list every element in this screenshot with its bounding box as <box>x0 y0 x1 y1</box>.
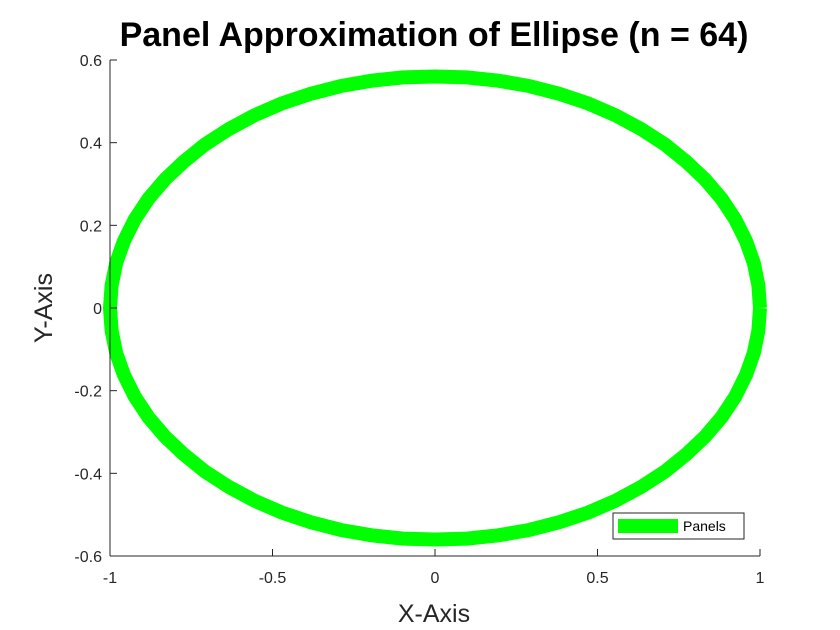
tick-labels: -1 -0.5 0 0.5 1 -0.6 -0.4 -0.2 0 0.2 0.4 0.6 <box>74 53 764 587</box>
y-tick-label: -0.6 <box>74 549 102 566</box>
y-tick-label: 0.2 <box>80 218 102 235</box>
y-tick-label: 0 <box>93 301 102 318</box>
x-axis-label: X-Axis <box>398 600 470 628</box>
chart-title: Panel Approximation of Ellipse (n = 64) <box>120 16 749 54</box>
y-tick-label: 0.4 <box>80 136 102 153</box>
x-tick-label: 0.5 <box>586 570 608 587</box>
y-axis-label: Y-Axis <box>30 273 58 343</box>
x-tick-label: -0.5 <box>259 570 287 587</box>
y-tick-label: 0.6 <box>80 53 102 70</box>
x-tick-label: 0 <box>431 570 440 587</box>
x-tick-label: 1 <box>756 570 765 587</box>
legend-label-panels: Panels <box>683 518 726 534</box>
x-tick-label: -1 <box>103 570 117 587</box>
legend: Panels <box>612 512 745 540</box>
y-tick-label: -0.4 <box>74 466 102 483</box>
y-tick-label: -0.2 <box>74 384 102 401</box>
axes <box>109 59 761 557</box>
